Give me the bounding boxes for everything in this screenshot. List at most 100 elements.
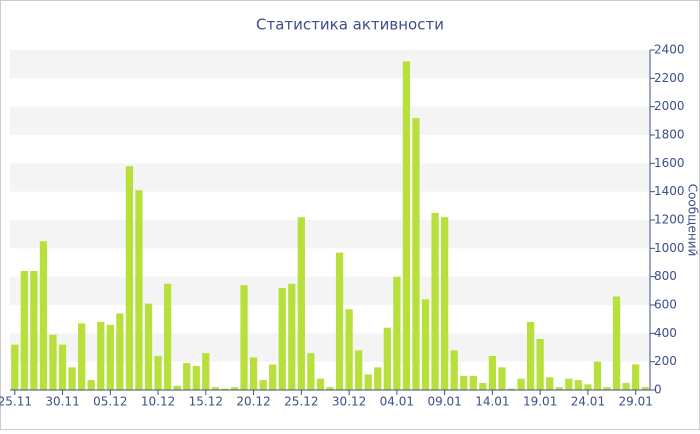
bar <box>144 303 153 390</box>
x-tick-label: 19.01 <box>523 395 557 409</box>
bar <box>536 339 544 390</box>
bar <box>87 380 95 390</box>
x-tick-label: 15.12 <box>189 395 223 409</box>
bar <box>488 356 497 390</box>
bar <box>393 276 401 390</box>
y-tick-label: 800 <box>654 269 677 283</box>
bar <box>345 309 353 390</box>
x-tick-label: 04.01 <box>380 395 414 409</box>
bar <box>402 61 411 390</box>
bar <box>641 387 649 390</box>
bar <box>221 388 229 390</box>
y-tick-label: 2400 <box>654 43 685 57</box>
bar <box>163 283 172 390</box>
x-tick-label: 09.01 <box>427 395 461 409</box>
bar <box>269 364 277 390</box>
bar <box>211 387 220 390</box>
bar <box>440 217 449 390</box>
bar <box>249 357 258 390</box>
bar <box>364 374 372 390</box>
bar <box>374 367 382 390</box>
bar <box>240 285 248 390</box>
y-tick-label: 1200 <box>654 213 685 227</box>
x-tick-label: 20.12 <box>236 395 270 409</box>
y-tick-label: 1600 <box>654 156 685 170</box>
bar <box>297 217 305 390</box>
bar <box>135 190 143 390</box>
grid-band <box>10 333 650 362</box>
bar <box>565 378 573 390</box>
chart-title: Статистика активности <box>256 16 444 34</box>
bar <box>593 361 602 390</box>
bar <box>78 323 86 390</box>
bar <box>125 166 134 390</box>
y-tick-label: 1400 <box>654 184 685 198</box>
x-tick-label: 30.11 <box>45 395 79 409</box>
bar <box>30 271 38 390</box>
x-tick-label: 05.12 <box>93 395 127 409</box>
bar <box>622 382 630 390</box>
bar <box>20 271 28 390</box>
bar <box>68 367 76 390</box>
bar <box>632 364 640 390</box>
bar <box>154 356 162 390</box>
bar <box>316 378 325 390</box>
x-tick-label: 24.01 <box>571 395 605 409</box>
bar <box>450 350 458 390</box>
bar <box>469 375 477 390</box>
x-tick-label: 25.11 <box>0 395 32 409</box>
bar <box>192 365 200 390</box>
y-tick-label: 1800 <box>654 128 685 142</box>
bar <box>58 344 67 390</box>
bar <box>173 385 181 390</box>
bar <box>230 387 239 390</box>
bar <box>612 296 621 390</box>
bar <box>526 322 535 390</box>
bar <box>335 252 344 390</box>
bar <box>326 387 334 390</box>
bar <box>307 353 315 390</box>
bar <box>574 380 582 390</box>
grid-band <box>10 276 650 305</box>
bar <box>460 375 468 390</box>
x-tick-label: 10.12 <box>141 395 175 409</box>
y-tick-label: 200 <box>654 354 677 368</box>
bar <box>49 334 57 390</box>
bar <box>39 241 48 390</box>
x-tick-label: 14.01 <box>475 395 509 409</box>
bar <box>498 367 506 390</box>
x-tick-label: 29.01 <box>618 395 652 409</box>
y-tick-label: 2200 <box>654 71 685 85</box>
y-tick-label: 600 <box>654 298 677 312</box>
x-tick-label: 25.12 <box>284 395 318 409</box>
y-tick-label: 0 <box>654 383 662 397</box>
bar <box>116 313 124 390</box>
bar <box>479 382 487 390</box>
bar <box>383 327 391 390</box>
bar <box>507 388 516 390</box>
bar <box>584 384 592 390</box>
bar <box>517 378 525 390</box>
y-tick-label: 400 <box>654 326 677 340</box>
bar <box>421 299 430 390</box>
y-tick-label: 1000 <box>654 241 685 255</box>
bar <box>202 353 210 390</box>
grid-band <box>10 50 650 79</box>
bar <box>183 363 191 390</box>
bar <box>106 324 114 390</box>
bar <box>603 387 611 390</box>
bar <box>288 283 296 390</box>
x-tick-label: 30.12 <box>332 395 366 409</box>
y-tick-label: 2000 <box>654 99 685 113</box>
grid-band <box>10 106 650 135</box>
bar <box>431 212 439 390</box>
bar <box>555 387 563 390</box>
bar <box>278 288 286 390</box>
bar <box>97 322 105 390</box>
bar <box>546 377 554 390</box>
bar <box>259 380 267 390</box>
grid-band <box>10 220 650 249</box>
grid-band <box>10 163 650 192</box>
bar <box>412 118 420 390</box>
